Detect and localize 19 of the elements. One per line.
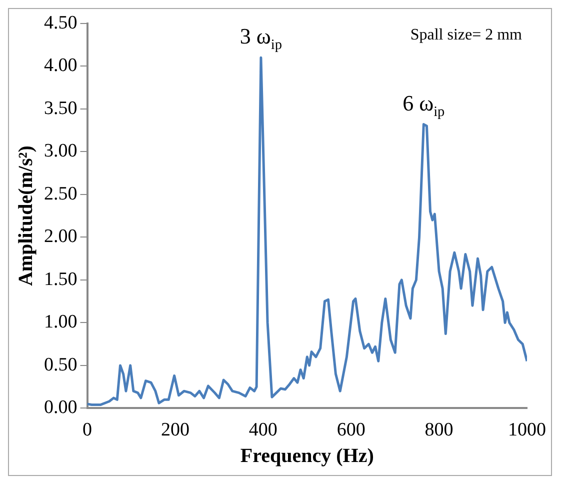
y-tick-label: 1.00 xyxy=(44,312,78,333)
x-tick-label: 1000 xyxy=(508,420,546,441)
y-tick-label: 2.50 xyxy=(44,183,78,204)
y-tick-label: 0.50 xyxy=(44,354,78,376)
x-tick-label: 0 xyxy=(82,420,92,441)
x-tick-label: 800 xyxy=(424,420,454,441)
y-axis-title: Amplitude(m/s²) xyxy=(15,146,38,286)
x-tick-label: 600 xyxy=(336,420,366,441)
y-tick-label: 0.00 xyxy=(44,397,78,418)
y-tick-label: 4.50 xyxy=(44,12,78,34)
y-tick-label: 4.00 xyxy=(44,55,78,76)
y-tick-label: 1.50 xyxy=(44,268,78,290)
y-tick-label: 3.50 xyxy=(44,98,78,119)
x-tick-label: 400 xyxy=(248,420,278,441)
y-tick-label: 2.00 xyxy=(44,226,78,248)
x-tick-label: 200 xyxy=(160,420,190,441)
x-axis-title: Frequency (Hz) xyxy=(240,445,374,468)
annotation: Spall size= 2 mm xyxy=(410,26,523,44)
y-tick-label: 3.00 xyxy=(44,140,78,162)
